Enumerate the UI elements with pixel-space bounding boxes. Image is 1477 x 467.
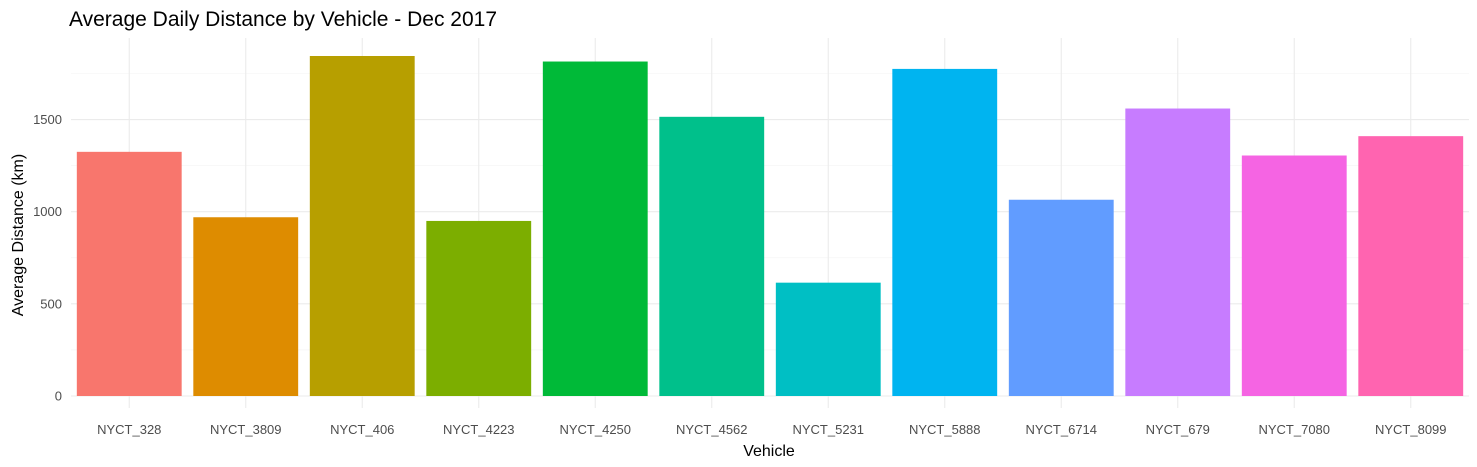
x-tick-label: NYCT_4223	[443, 422, 515, 437]
x-tick-label: NYCT_4250	[559, 422, 631, 437]
x-tick-label: NYCT_328	[97, 422, 161, 437]
y-axis-title: Average Distance (km)	[10, 154, 27, 316]
x-tick-label: NYCT_4562	[676, 422, 748, 437]
bar-nyct-3809	[193, 217, 299, 396]
y-axis-ticks: 0 500 1000 1500	[33, 112, 62, 403]
x-tick-label: NYCT_406	[330, 422, 394, 437]
y-tick-label: 500	[40, 296, 62, 311]
bar-nyct-328	[76, 151, 182, 396]
x-tick-label: NYCT_6714	[1025, 422, 1097, 437]
chart-title: Average Daily Distance by Vehicle - Dec …	[69, 8, 497, 31]
bar-nyct-8099	[1358, 136, 1464, 396]
x-tick-label: NYCT_5888	[909, 422, 981, 437]
y-tick-label: 0	[55, 389, 62, 404]
bar-nyct-5888	[892, 68, 998, 397]
x-tick-label: NYCT_8099	[1375, 422, 1447, 437]
bars	[76, 56, 1464, 397]
y-tick-label: 1000	[33, 204, 62, 219]
x-tick-label: NYCT_3809	[210, 422, 282, 437]
bar-nyct-4562	[659, 116, 765, 396]
x-tick-label: NYCT_5231	[792, 422, 864, 437]
x-axis-title: Vehicle	[743, 443, 795, 460]
y-tick-label: 1500	[33, 112, 62, 127]
bar-nyct-4223	[426, 220, 532, 396]
bar-nyct-406	[309, 56, 415, 396]
bar-nyct-5231	[775, 282, 881, 396]
x-tick-label: NYCT_679	[1146, 422, 1210, 437]
bar-nyct-4250	[542, 61, 648, 396]
bar-nyct-679	[1125, 108, 1231, 397]
x-axis-ticks: NYCT_328 NYCT_3809 NYCT_406 NYCT_4223 NYCT_4…	[97, 422, 1446, 437]
bar-nyct-7080	[1241, 155, 1347, 396]
bar-nyct-6714	[1008, 199, 1114, 396]
x-tick-label: NYCT_7080	[1258, 422, 1330, 437]
